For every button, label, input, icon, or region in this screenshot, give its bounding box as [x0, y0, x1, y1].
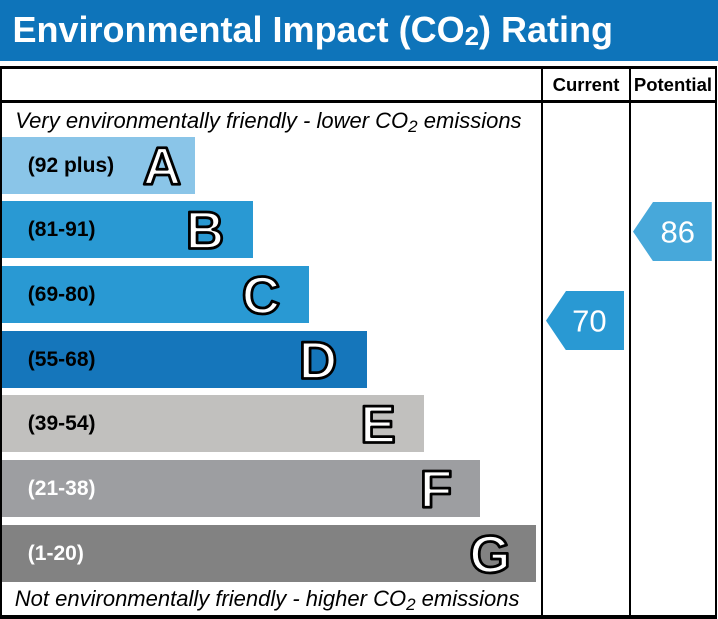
svg-text:E: E	[360, 396, 395, 453]
svg-text:86: 86	[660, 214, 694, 249]
svg-text:A: A	[142, 137, 180, 194]
svg-text:F: F	[420, 460, 452, 517]
svg-text:C: C	[241, 266, 279, 323]
svg-text:70: 70	[572, 304, 606, 339]
svg-text:B: B	[186, 202, 224, 259]
svg-text:D: D	[299, 331, 337, 388]
svg-text:G: G	[469, 525, 510, 582]
